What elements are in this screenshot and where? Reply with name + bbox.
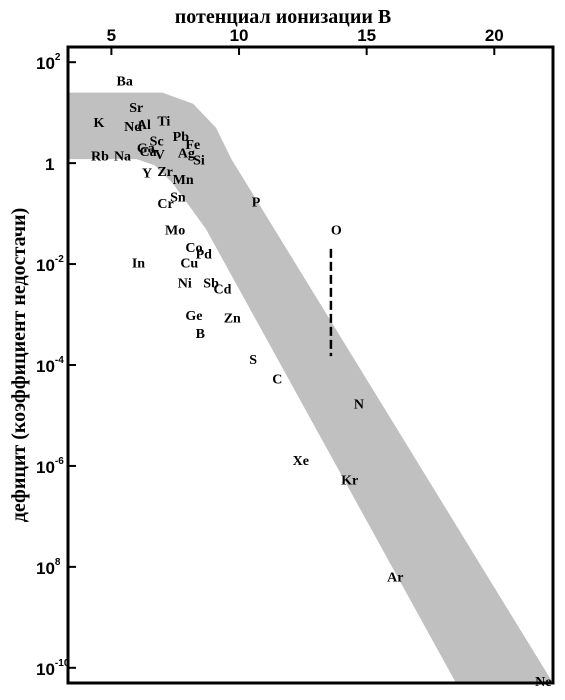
element-label-ag: Ag [178, 146, 195, 161]
element-label-c: C [272, 372, 282, 387]
element-label-y: Y [142, 167, 152, 182]
element-label-in: In [132, 256, 145, 271]
element-label-o: O [331, 223, 342, 238]
element-label-xe: Xe [293, 454, 309, 469]
element-label-ga: Ga [137, 141, 155, 156]
element-label-cu: Cu [180, 256, 198, 271]
element-label-ge: Ge [185, 309, 202, 324]
y-tick-label: 10-2 [36, 254, 64, 275]
element-label-k: K [94, 116, 105, 131]
element-label-p: P [252, 196, 261, 211]
element-label-ba: Ba [117, 74, 133, 89]
element-label-al: Al [137, 118, 151, 133]
element-label-na: Na [114, 150, 131, 165]
element-label-co: Co [185, 241, 202, 256]
x-tick-label: 15 [357, 26, 376, 45]
element-label-pb: Pb [173, 130, 190, 145]
y-axis-title: дефицит (коэффициент недостачи) [8, 208, 30, 523]
element-label-nd: Nd [124, 120, 142, 135]
element-label-n: N [354, 397, 364, 412]
element-label-b: B [196, 327, 205, 342]
element-label-zr: Zr [157, 165, 173, 180]
element-label-v: V [155, 148, 165, 163]
element-label-sc: Sc [150, 134, 164, 149]
y-tick-label: 1 [45, 155, 54, 174]
element-label-kr: Kr [341, 473, 358, 488]
element-label-pd: Pd [196, 247, 213, 262]
element-label-rb: Rb [91, 150, 109, 165]
element-label-ca: Ca [139, 145, 156, 160]
x-axis-title: потенциал ионизации В [175, 6, 391, 28]
element-label-zn: Zn [224, 312, 241, 327]
y-axis-ticks: 102 1 10-2 10-4 10-6 108 10-10 [36, 52, 76, 679]
element-label-sn: Sn [170, 191, 186, 206]
x-tick-label: 20 [485, 26, 504, 45]
element-label-si: Si [193, 153, 205, 168]
y-tick-label: 108 [36, 557, 61, 578]
element-label-mo: Mo [165, 223, 185, 238]
x-tick-label: 10 [230, 26, 249, 45]
x-axis-ticks: 5 10 15 20 [107, 26, 504, 55]
element-label-ti: Ti [157, 114, 170, 129]
element-label-sr: Sr [129, 101, 143, 116]
y-tick-label: 10-4 [36, 355, 64, 376]
element-label-cr: Cr [157, 197, 173, 212]
element-label-cd: Cd [214, 283, 232, 298]
element-label-fe: Fe [185, 138, 200, 153]
element-label-ni: Ni [178, 276, 192, 291]
y-tick-label: 102 [36, 52, 61, 73]
element-label-s: S [249, 353, 257, 368]
element-label-ar: Ar [387, 570, 403, 585]
element-label-sb: Sb [203, 276, 219, 291]
y-tick-label: 10-10 [36, 658, 70, 679]
scatter-band [68, 92, 553, 684]
x-tick-label: 5 [107, 26, 116, 45]
y-tick-label: 10-6 [36, 456, 64, 477]
element-label-mn: Mn [173, 173, 194, 188]
